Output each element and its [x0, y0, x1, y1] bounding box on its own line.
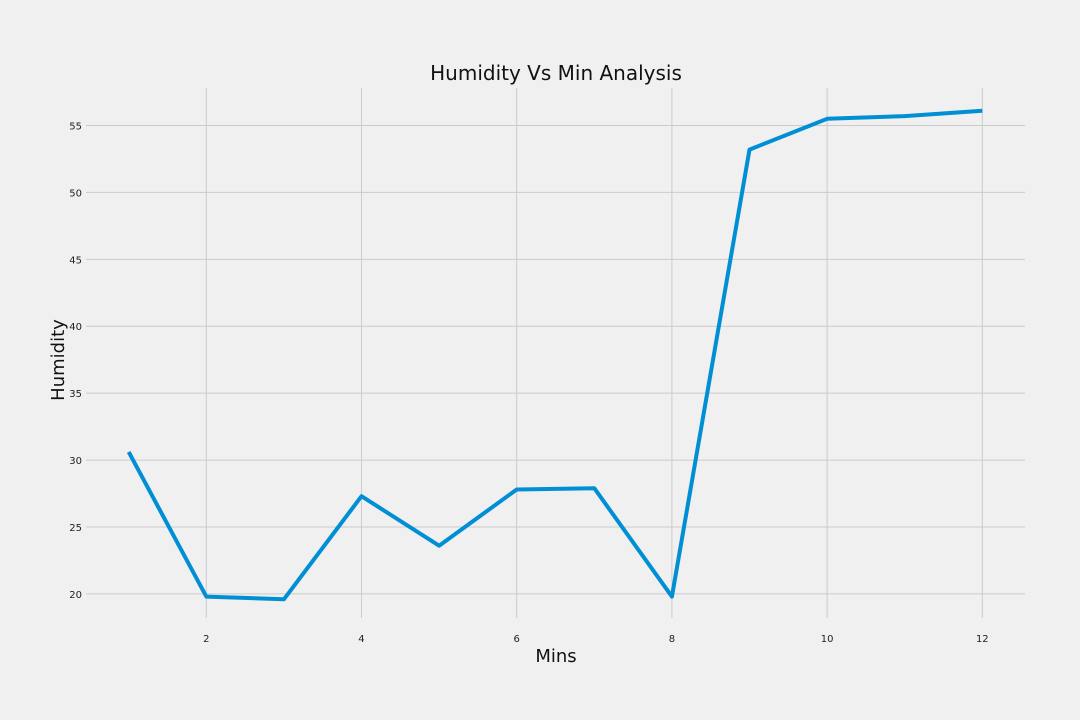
- x-gridlines: [205, 88, 983, 618]
- x-tick-label: 8: [669, 634, 675, 645]
- y-tick-label: 20: [69, 590, 82, 601]
- y-tick-label: 45: [69, 255, 82, 266]
- x-axis-title: Mins: [535, 646, 576, 667]
- x-tick-labels: 2 4 6 8 10 12: [203, 634, 989, 645]
- series-layer: [126, 108, 983, 602]
- y-tick-label: 40: [69, 322, 82, 333]
- x-tick-label: 4: [358, 634, 364, 645]
- x-tick-label: 10: [821, 634, 834, 645]
- y-tick-label: 55: [69, 121, 82, 132]
- y-tick-label: 30: [69, 456, 82, 467]
- y-gridlines: [86, 124, 1025, 595]
- y-tick-label: 25: [69, 523, 82, 534]
- x-tick-label: 6: [514, 634, 520, 645]
- series-line: [126, 108, 983, 602]
- y-tick-labels: 20 25 30 35 40 45 50 55: [69, 121, 82, 600]
- y-tick-label: 35: [69, 389, 82, 400]
- chart-title: Humidity Vs Min Analysis: [430, 61, 682, 85]
- y-axis-title: Humidity: [48, 319, 69, 401]
- y-tick-label: 50: [69, 188, 82, 199]
- x-tick-label: 12: [976, 634, 989, 645]
- x-tick-label: 2: [203, 634, 209, 645]
